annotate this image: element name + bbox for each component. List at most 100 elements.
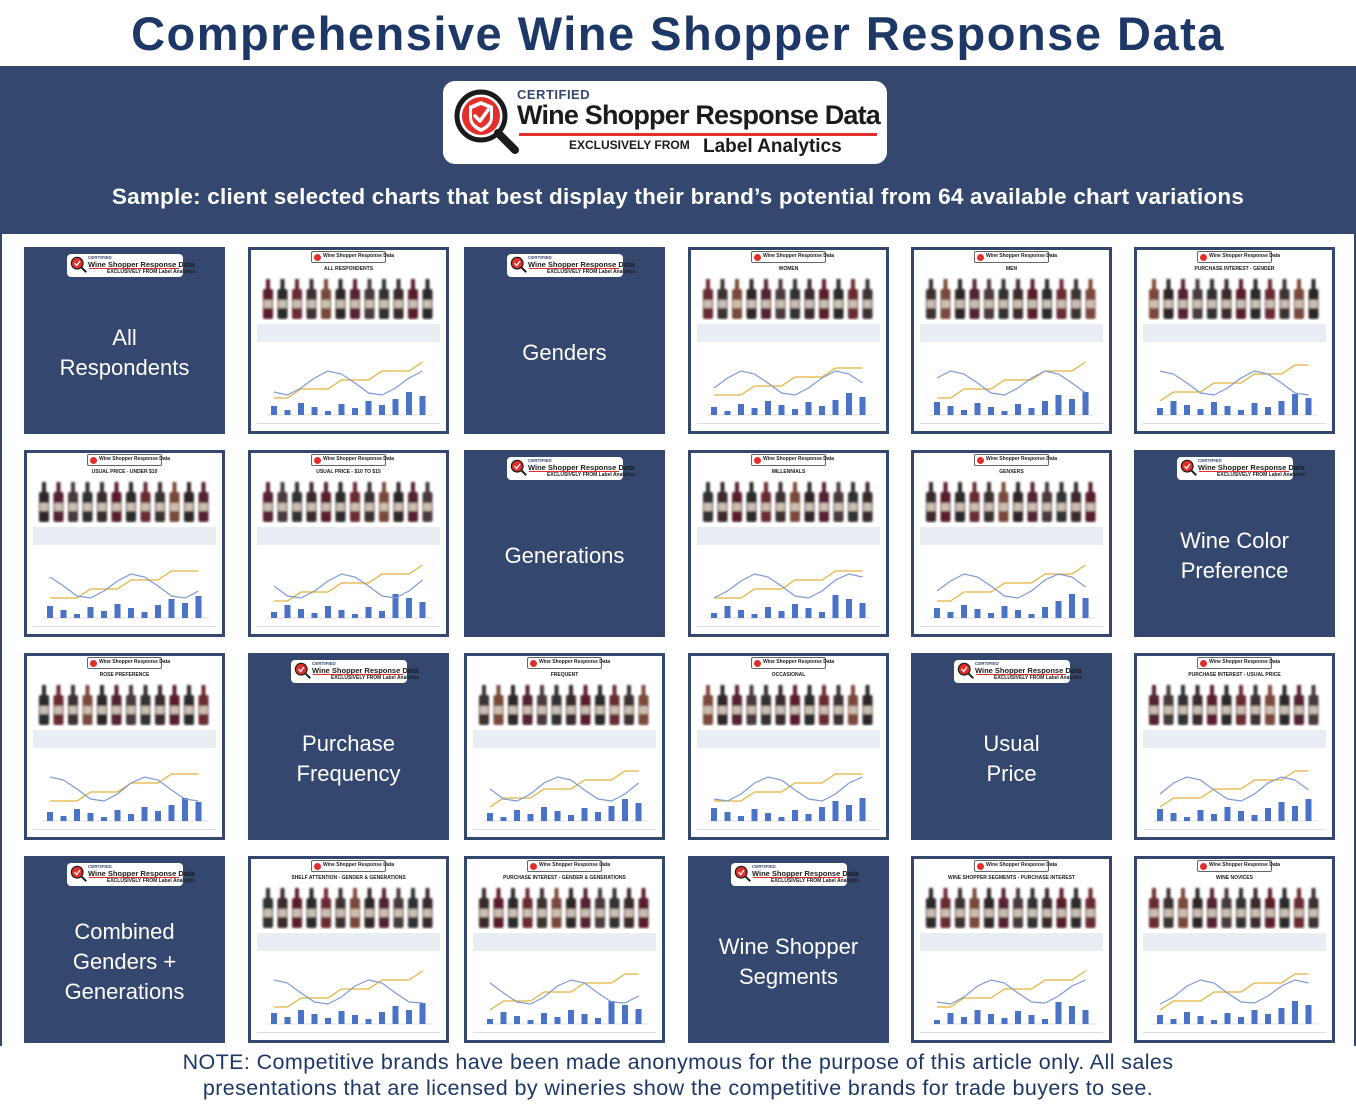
chart-page: Wine Shopper Response Data USUAL PRICE - … [251,453,446,634]
magnifier-check-seal-icon [70,865,87,882]
chart-legend-strip [697,423,880,427]
section-label-tile: CERTIFIED Wine Shopper Response Data EXCLU… [464,450,665,637]
scores-band [697,527,880,545]
magnifier-check-seal-icon [957,662,974,679]
chart-thumbnail[interactable]: Wine Shopper Response Data USUAL PRICE - … [248,450,449,637]
mini-chart-graphic [267,361,432,416]
chart-thumbnail[interactable]: Wine Shopper Response Data WINE SHOPPER S… [911,856,1112,1043]
scores-band [1143,324,1326,342]
logo-certified-text: CERTIFIED [517,87,591,102]
tile-logo-certified: CERTIFIED [88,255,112,260]
blurred-bottles-image [926,888,1096,928]
chart-thumbnail[interactable]: Wine Shopper Response Data WOMEN [688,247,889,434]
tile-logo: CERTIFIED Wine Shopper Response Data EXCLU… [507,457,635,480]
chart-page-logo-seal-icon [314,863,321,870]
chart-legend-strip [697,626,880,630]
chart-legend-strip [33,626,216,630]
blurred-bottles-image [479,685,649,725]
chart-thumbnail[interactable]: Wine Shopper Response Data USUAL PRICE - … [24,450,225,637]
scores-band [473,933,656,951]
chart-title: OCCASIONAL [771,672,806,678]
chart-title: SHELF ATTENTION - GENDER & GENERATIONS [291,875,406,881]
chart-title: WOMEN [778,266,799,272]
chart-page-logo-seal-icon [314,457,321,464]
chart-thumbnail[interactable]: Wine Shopper Response Data OCCASIONAL [688,653,889,840]
blurred-bottles-image [39,685,209,725]
chart-title: PURCHASE INTEREST - GENDER & GENERATIONS [503,875,626,881]
magnifier-check-seal-icon [70,256,87,273]
chart-title: WINE SHOPPER SEGMENTS - PURCHASE INTERES… [948,875,1075,881]
scores-band [1143,730,1326,748]
blurred-bottles-image [39,482,209,522]
chart-page-logo-text: Wine Shopper Response Data [986,862,1058,868]
section-label: Purchase Frequency [296,731,401,786]
chart-page-logo-text: Wine Shopper Response Data [763,253,835,259]
chart-legend-strip [1143,1032,1326,1036]
chart-page-logo: Wine Shopper Response Data [1197,251,1280,263]
chart-thumbnail[interactable]: Wine Shopper Response Data PURCHASE INTER… [1134,247,1335,434]
chart-thumbnail[interactable]: Wine Shopper Response Data MILLENNIALS [688,450,889,637]
chart-page-logo: Wine Shopper Response Data [751,251,834,263]
tile-logo-main: Wine Shopper Response Data [528,463,635,472]
chart-page-logo-seal-icon [530,863,537,870]
tile-logo-main: Wine Shopper Response Data [312,666,419,675]
chart-page: Wine Shopper Response Data PURCHASE INTER… [1137,656,1332,837]
chart-thumbnail[interactable]: Wine Shopper Response Data PURCHASE INTER… [464,856,665,1043]
chart-page-logo-text: Wine Shopper Response Data [1209,253,1281,259]
section-label-tile: CERTIFIED Wine Shopper Response Data EXCLU… [464,247,665,434]
scores-band [1143,933,1326,951]
mini-chart-graphic [43,773,208,822]
chart-thumbnail[interactable]: Wine Shopper Response Data PURCHASE INTER… [1134,653,1335,840]
chart-thumbnail[interactable]: Wine Shopper Response Data FREQUENT [464,653,665,840]
section-label: All Respondents [59,325,190,380]
chart-legend-strip [920,626,1103,630]
chart-thumbnail[interactable]: Wine Shopper Response Data ROSE PREFERENC… [24,653,225,840]
blurred-bottles-image [1149,279,1319,319]
chart-page-logo-seal-icon [1200,254,1207,261]
chart-page-logo-seal-icon [1200,863,1207,870]
blurred-bottles-image [926,279,1096,319]
chart-thumbnail[interactable]: Wine Shopper Response Data WINE NOVICES [1134,856,1335,1043]
chart-page-logo: Wine Shopper Response Data [974,454,1057,466]
chart-title: MILLENNIALS [771,469,806,475]
chart-title: GENXERS [999,469,1024,475]
chart-page-logo: Wine Shopper Response Data [527,657,610,669]
tile-logo-rule [1199,471,1289,472]
chart-legend-strip [473,829,656,833]
chart-legend-strip [1143,423,1326,427]
chart-page-logo: Wine Shopper Response Data [1197,657,1280,669]
chart-page-logo-text: Wine Shopper Response Data [763,659,835,665]
section-label: Generations [504,543,625,568]
mini-chart-graphic [930,361,1095,416]
chart-thumbnail[interactable]: Wine Shopper Response Data ALL RESPONDENT… [248,247,449,434]
mini-chart-graphic [267,970,432,1025]
section-label-tile: CERTIFIED Wine Shopper Response Data EXCLU… [24,856,225,1043]
chart-thumbnail[interactable]: Wine Shopper Response Data MEN [911,247,1112,434]
chart-page-logo-text: Wine Shopper Response Data [323,862,395,868]
blurred-bottles-image [1149,685,1319,725]
section-label: Usual Price [983,731,1040,786]
chart-page-logo-text: Wine Shopper Response Data [986,253,1058,259]
chart-page-logo-seal-icon [754,457,761,464]
tile-logo: CERTIFIED Wine Shopper Response Data EXCLU… [291,660,419,683]
chart-page-logo: Wine Shopper Response Data [311,251,394,263]
mini-chart-graphic [930,564,1095,619]
scores-band [697,324,880,342]
chart-page-logo-seal-icon [90,457,97,464]
chart-thumbnail[interactable]: Wine Shopper Response Data GENXERS [911,450,1112,637]
chart-page-logo: Wine Shopper Response Data [311,860,394,872]
chart-legend-strip [920,423,1103,427]
chart-page-logo: Wine Shopper Response Data [751,657,834,669]
chart-thumbnail[interactable]: Wine Shopper Response Data SHELF ATTENTIO… [248,856,449,1043]
chart-page: Wine Shopper Response Data USUAL PRICE - … [27,453,222,634]
tile-logo-rule [89,877,179,878]
mini-chart-graphic [267,564,432,619]
chart-legend-strip [920,1032,1103,1036]
logo-brand-text: Label Analytics [703,136,842,157]
chart-page: Wine Shopper Response Data PURCHASE INTER… [1137,250,1332,431]
chart-page-logo: Wine Shopper Response Data [527,860,610,872]
tile-logo-brand: EXCLUSIVELY FROM Label Analytics [994,675,1083,681]
chart-page-logo: Wine Shopper Response Data [751,454,834,466]
tile-logo-brand: EXCLUSIVELY FROM Label Analytics [547,269,636,275]
blurred-bottles-image [703,279,873,319]
